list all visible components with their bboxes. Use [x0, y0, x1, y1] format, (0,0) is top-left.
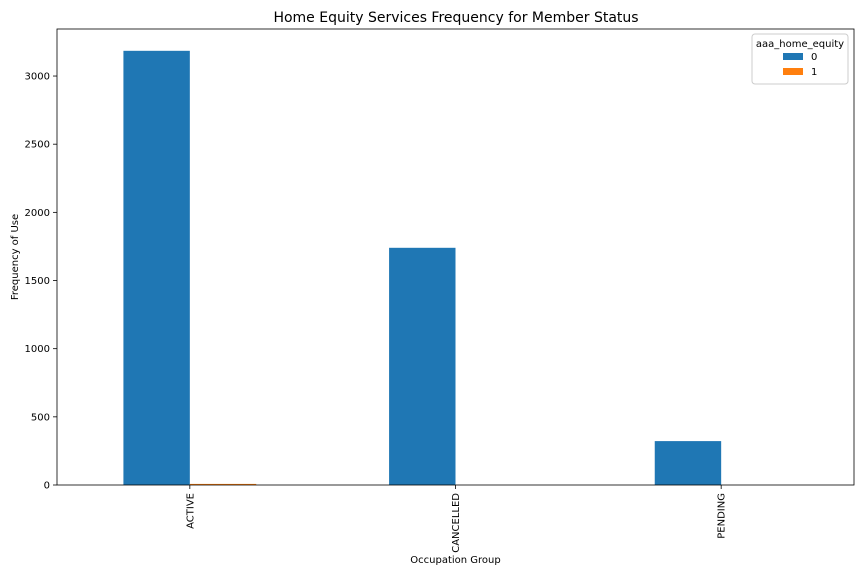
y-tick-label-0: 0: [44, 481, 50, 492]
legend-swatch-1: [783, 68, 803, 75]
y-tick-label-1500: 1500: [25, 276, 50, 287]
legend-title: aaa_home_equity: [756, 39, 844, 50]
legend-label-1: 1: [811, 67, 817, 78]
y-tick-label-3000: 3000: [25, 72, 50, 83]
legend: aaa_home_equity 0 1: [751, 33, 849, 85]
x-tick-label-active: ACTIVE: [185, 493, 196, 529]
chart-title: Home Equity Services Frequency for Membe…: [273, 10, 638, 26]
y-tick-label-1000: 1000: [25, 344, 50, 355]
y-axis-label: Frequency of Use: [10, 214, 21, 300]
x-tick-label-cancelled: CANCELLED: [451, 493, 462, 553]
y-tick-label-2000: 2000: [25, 208, 50, 219]
plot-frame: [56, 28, 855, 486]
x-tick-label-pending: PENDING: [717, 493, 728, 539]
x-axis: ACTIVE CANCELLED PENDING: [185, 485, 728, 553]
y-tick-label-2500: 2500: [25, 140, 50, 151]
x-axis-label: Occupation Group: [410, 555, 500, 566]
bars-group: [123, 50, 722, 486]
y-tick-label-500: 500: [31, 412, 50, 423]
bar-pending-series-0: [654, 441, 722, 485]
bar-active-series-1: [189, 483, 257, 485]
legend-swatch-0: [783, 53, 803, 60]
legend-label-0: 0: [811, 52, 817, 63]
bar-active-series-0: [123, 50, 190, 486]
bar-cancelled-series-0: [389, 247, 456, 485]
y-axis: 0 500 1000 1500 2000 2500 3000: [25, 72, 57, 492]
